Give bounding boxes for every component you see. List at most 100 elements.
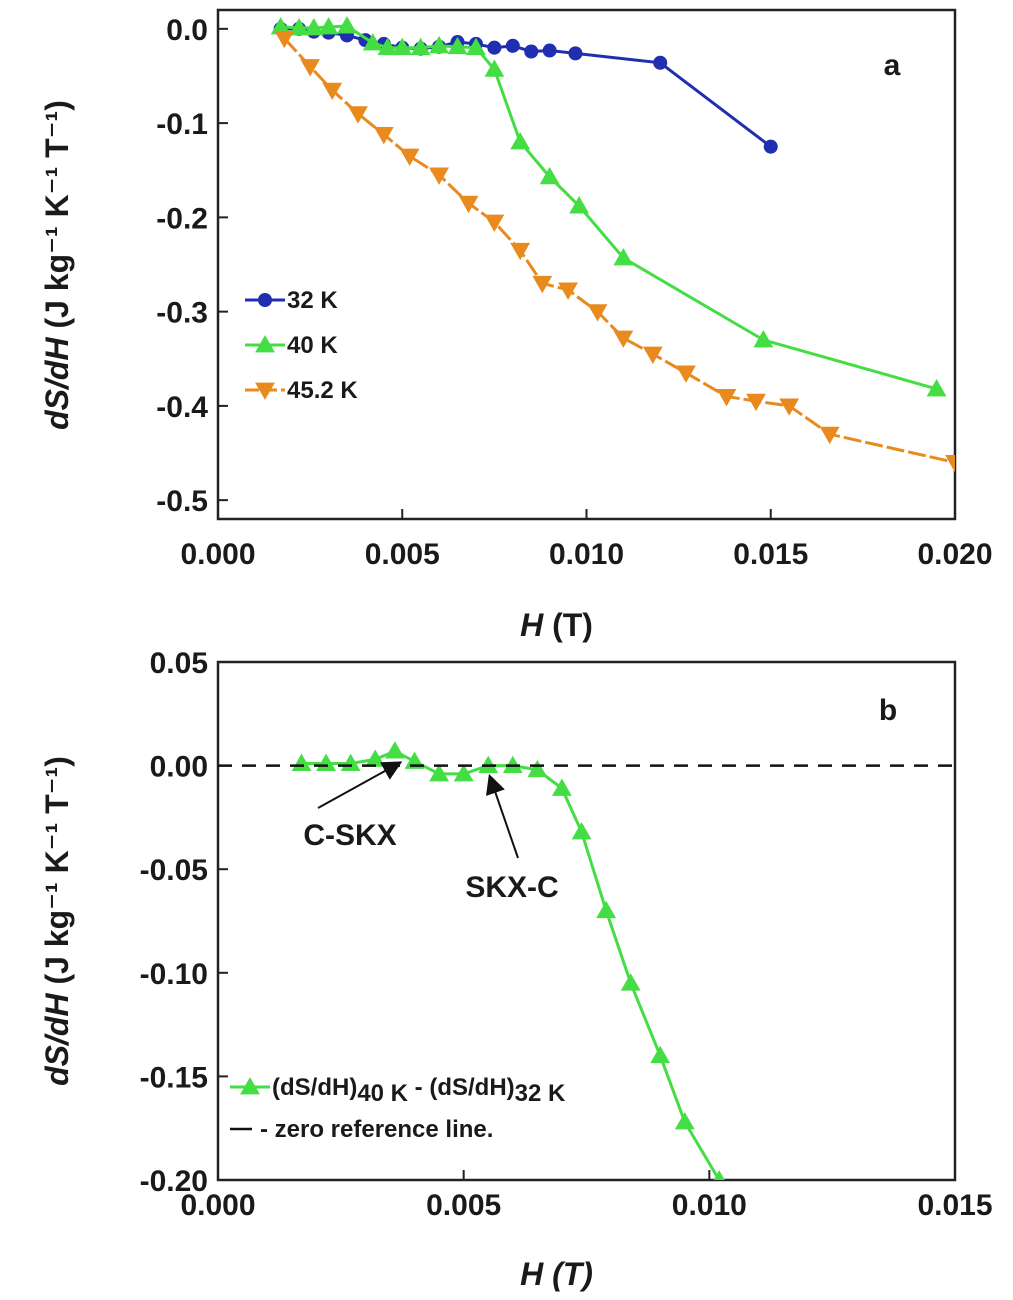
legend-b: (dS/dH)40 K - (dS/dH)32 K - zero referenc… <box>230 1074 566 1143</box>
y-axis-title-a-italic: dS/dH <box>39 337 75 430</box>
y-axis-b: 0.05 0.00 -0.05 -0.10 -0.15 -0.20 <box>140 647 228 1198</box>
series-group-a <box>270 16 955 473</box>
series-line <box>280 27 772 148</box>
legend-label: 45.2 K <box>287 377 358 404</box>
data-point <box>399 148 420 167</box>
chart-panel-a: 0.0-0.1-0.2-0.3-0.4-0.5 0.000 0.005 0.010 0… <box>39 8 993 643</box>
x-tick-label: 0.015 <box>733 538 808 571</box>
annotation-label: SKX-C <box>465 871 558 904</box>
data-point <box>527 759 548 778</box>
data-point <box>653 55 668 70</box>
legend-item: (dS/dH)40 K - (dS/dH)32 K <box>230 1074 566 1107</box>
legend-item: 40 K <box>245 332 338 359</box>
data-point <box>716 389 737 407</box>
data-point <box>373 126 394 145</box>
annotation-label: C-SKX <box>303 819 396 852</box>
data-point <box>458 195 479 214</box>
data-point <box>377 37 398 56</box>
x-axis-title-a-rest: (T) <box>543 607 593 643</box>
data-point <box>410 37 431 56</box>
data-point <box>510 242 531 261</box>
data-point <box>274 30 295 49</box>
legend-item: - zero reference line. <box>230 1116 493 1143</box>
y-tick-label: -0.1 <box>156 108 208 141</box>
y-axis-title-a-rest: (J kg⁻¹ K⁻¹ T⁻¹) <box>39 100 75 337</box>
annotation-arrow <box>486 773 519 859</box>
x-axis-title-a-italic: H <box>520 607 544 643</box>
data-point <box>676 365 696 383</box>
y-tick-label: 0.00 <box>150 751 208 784</box>
data-point <box>484 59 505 77</box>
data-point <box>945 455 955 473</box>
data-point <box>429 35 449 54</box>
data-point <box>587 304 608 322</box>
x-axis-title-b: H (T) <box>520 1256 593 1292</box>
data-point <box>552 778 572 796</box>
data-point <box>429 763 449 782</box>
data-point <box>596 900 617 919</box>
y-tick-label: -0.15 <box>140 1061 208 1094</box>
legend-item: 32 K <box>245 287 338 314</box>
data-point <box>300 59 321 77</box>
data-point <box>532 275 553 294</box>
data-point <box>613 330 634 348</box>
data-point <box>453 763 474 782</box>
data-point <box>558 282 578 300</box>
annotations-b: C-SKX SKX-C <box>303 761 559 904</box>
series-line <box>283 37 955 464</box>
data-point <box>447 36 468 55</box>
x-tick-label: 0.000 <box>180 1189 255 1222</box>
chart-panel-b: 0.050.00-0.05-0.10-0.15-0.20 0.000 0.005 0… <box>39 647 993 1292</box>
data-point <box>392 37 413 56</box>
y-axis-title-b: dS/dH (J kg⁻¹ K⁻¹ T⁻¹) <box>39 756 75 1086</box>
x-tick-label: 0.015 <box>917 1189 992 1222</box>
series-40-k <box>270 16 947 397</box>
y-axis-title-a: dS/dH (J kg⁻¹ K⁻¹ T⁻¹) <box>39 100 75 430</box>
x-axis-b: 0.000 0.005 0.010 0.015 <box>180 1170 993 1222</box>
y-tick-label: 0.0 <box>166 14 208 47</box>
x-tick-label: 0.005 <box>365 538 440 571</box>
series-32-k <box>273 21 778 154</box>
data-point <box>613 248 634 266</box>
y-tick-label: -0.05 <box>140 854 208 887</box>
panel-label-a: a <box>884 49 901 82</box>
data-point <box>620 973 641 991</box>
data-point <box>763 139 778 154</box>
data-point <box>753 330 774 348</box>
data-point <box>524 44 539 59</box>
data-point <box>713 1170 725 1180</box>
legend-marker <box>255 382 275 400</box>
panel-label-b: b <box>879 694 897 727</box>
y-tick-label: -0.4 <box>156 391 208 424</box>
legend-label: - zero reference line. <box>260 1116 493 1143</box>
data-point <box>303 18 324 36</box>
x-tick-label: 0.000 <box>180 538 255 571</box>
legend-label: 40 K <box>287 332 338 359</box>
data-point <box>542 43 557 58</box>
y-axis-title-b-italic: dS/dH <box>39 993 75 1086</box>
data-point <box>318 17 339 35</box>
data-point <box>779 398 800 416</box>
data-point <box>505 38 520 53</box>
y-axis-a: 0.0 -0.1 -0.2 -0.3 -0.4 -0.5 <box>156 14 228 518</box>
x-tick-label: 0.010 <box>549 538 624 571</box>
data-point <box>746 393 766 412</box>
data-point <box>642 346 663 364</box>
series-45-2-k <box>274 30 955 473</box>
y-tick-label: -0.3 <box>156 297 208 330</box>
data-point <box>569 196 590 214</box>
x-tick-label: 0.005 <box>426 1189 501 1222</box>
data-point <box>568 46 583 61</box>
series-line <box>280 24 937 391</box>
x-axis-a: 0.000 0.005 0.010 0.015 0.020 <box>180 509 993 571</box>
annotation-arrow <box>317 761 403 809</box>
data-point <box>650 1045 671 1064</box>
x-tick-label: 0.010 <box>672 1189 747 1222</box>
legend-marker <box>255 335 275 353</box>
y-tick-label: -0.20 <box>140 1165 208 1198</box>
data-point <box>487 40 502 55</box>
x-tick-label: 0.020 <box>917 538 992 571</box>
data-point <box>510 132 531 150</box>
plot-frame-b <box>216 660 957 1182</box>
